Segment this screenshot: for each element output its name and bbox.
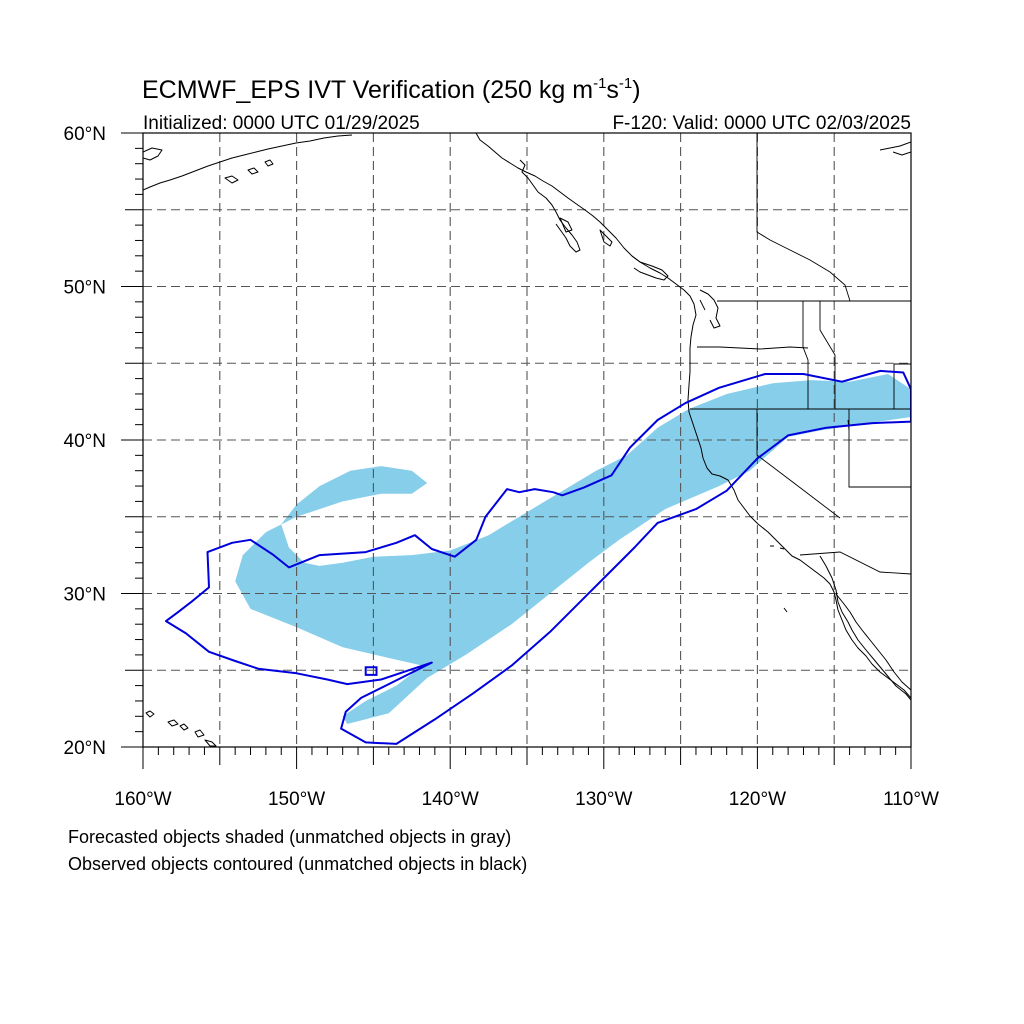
map-gridlines bbox=[143, 133, 911, 747]
latitude-label: 50°N bbox=[64, 278, 106, 299]
longitude-label: 160°W bbox=[114, 789, 171, 810]
init-time-label: Initialized: 0000 UTC 01/29/2025 bbox=[143, 113, 420, 134]
observed-object-contour bbox=[165, 369, 911, 745]
observed-object-small-contour bbox=[364, 666, 378, 676]
footnote-forecast: Forecasted objects shaded (unmatched obj… bbox=[68, 827, 511, 847]
political-borders bbox=[690, 133, 911, 575]
valid-time-label: F-120: Valid: 0000 UTC 02/03/2025 bbox=[612, 113, 911, 134]
latitude-label: 30°N bbox=[64, 585, 106, 606]
footnote-observed: Observed objects contoured (unmatched ob… bbox=[68, 854, 527, 874]
forecast-object-shading bbox=[235, 374, 911, 724]
map-title: ECMWF_EPS IVT Verification (250 kg m-1s-… bbox=[142, 75, 641, 104]
longitude-label: 130°W bbox=[575, 789, 632, 810]
axis-ticks bbox=[121, 132, 912, 769]
longitude-label: 140°W bbox=[422, 789, 479, 810]
longitude-label: 150°W bbox=[268, 789, 325, 810]
latitude-labels: 60°N 50°N 40°N 30°N 20°N bbox=[64, 124, 106, 759]
latitude-label: 40°N bbox=[64, 431, 106, 452]
latitude-label: 20°N bbox=[64, 738, 106, 759]
longitude-label: 110°W bbox=[883, 789, 939, 810]
latitude-label: 60°N bbox=[64, 124, 106, 145]
longitude-label: 120°W bbox=[729, 789, 786, 810]
coastlines bbox=[143, 133, 911, 747]
longitude-labels: 160°W 150°W 140°W 130°W 120°W 110°W bbox=[114, 789, 939, 810]
